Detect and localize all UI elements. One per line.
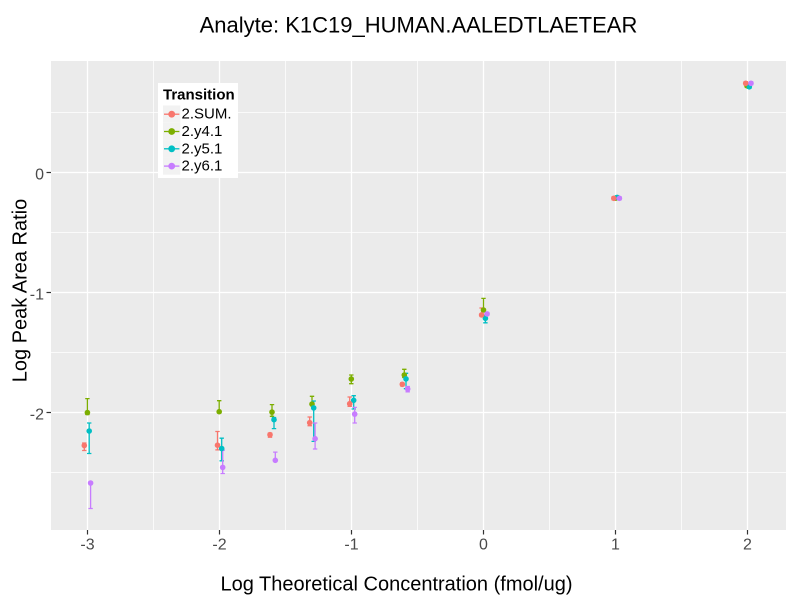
svg-text:-2: -2 <box>212 537 226 554</box>
svg-text:-2: -2 <box>30 407 44 424</box>
svg-text:-3: -3 <box>80 537 94 554</box>
svg-text:0: 0 <box>479 537 488 554</box>
svg-text:2.y5.1: 2.y5.1 <box>182 140 223 157</box>
svg-text:2.SUM.: 2.SUM. <box>182 106 232 123</box>
svg-text:0: 0 <box>35 167 44 184</box>
svg-text:2: 2 <box>743 537 752 554</box>
svg-text:Log Theoretical Concentration: Log Theoretical Concentration (fmol/ug) <box>220 574 572 596</box>
svg-text:-1: -1 <box>30 287 44 304</box>
svg-text:1: 1 <box>611 537 620 554</box>
svg-text:-1: -1 <box>344 537 358 554</box>
svg-text:Log Peak Area Ratio: Log Peak Area Ratio <box>10 199 32 382</box>
svg-text:2.y4.1: 2.y4.1 <box>182 123 223 140</box>
svg-text:2.y6.1: 2.y6.1 <box>182 158 223 175</box>
svg-text:Analyte: K1C19_HUMAN.AALEDTLAE: Analyte: K1C19_HUMAN.AALEDTLAETEAR <box>200 13 638 38</box>
svg-text:Transition: Transition <box>163 87 235 104</box>
